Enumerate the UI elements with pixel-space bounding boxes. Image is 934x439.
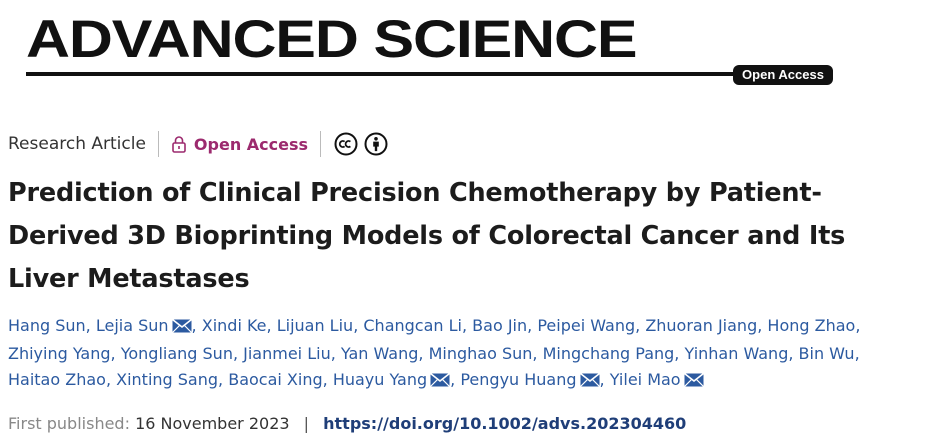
- author-name-link[interactable]: Haitao Zhao: [8, 370, 106, 389]
- author-item: Jianmei Liu,: [243, 344, 336, 363]
- author-item: Baocai Xing,: [228, 370, 328, 389]
- author-separator: ,: [330, 344, 336, 363]
- mail-icon[interactable]: [430, 369, 451, 395]
- author-separator: ,: [450, 370, 456, 389]
- author-separator: ,: [322, 370, 328, 389]
- author-item: Zhuoran Jiang,: [645, 316, 762, 335]
- author-separator: ,: [855, 316, 861, 335]
- author-separator: ,: [353, 316, 359, 335]
- author-name-link[interactable]: Hang Sun: [8, 316, 86, 335]
- author-name-link[interactable]: Bin Wu: [798, 344, 855, 363]
- author-separator: ,: [635, 316, 641, 335]
- author-separator: ,: [110, 344, 116, 363]
- author-separator: ,: [266, 316, 272, 335]
- author-name-link[interactable]: Lijuan Liu: [276, 316, 354, 335]
- author-list: Hang Sun, Lejia Sun, Xindi Ke, Lijuan Li…: [8, 313, 928, 395]
- author-name-link[interactable]: Zhuoran Jiang: [645, 316, 758, 335]
- first-published-label: First published:: [8, 414, 130, 433]
- publication-separator: |: [303, 414, 310, 433]
- author-name-link[interactable]: Jianmei Liu: [243, 344, 331, 363]
- author-separator: ,: [532, 344, 538, 363]
- author-separator: ,: [599, 370, 605, 389]
- author-name-link[interactable]: Yan Wang: [340, 344, 419, 363]
- author-separator: ,: [788, 344, 794, 363]
- doi-link[interactable]: https://doi.org/10.1002/advs.202304460: [323, 414, 687, 433]
- author-name-link[interactable]: Lejia Sun: [95, 316, 169, 335]
- author-name-link[interactable]: Huayu Yang: [332, 370, 428, 389]
- license-icons[interactable]: [334, 132, 388, 156]
- author-item: Xindi Ke,: [202, 316, 272, 335]
- author-name-link[interactable]: Minghao Sun: [428, 344, 533, 363]
- author-item: Peipei Wang,: [537, 316, 640, 335]
- author-separator: ,: [418, 344, 424, 363]
- author-separator: ,: [461, 316, 468, 335]
- publication-date: 16 November 2023: [135, 414, 290, 433]
- author-separator: ,: [105, 370, 112, 389]
- author-separator: ,: [854, 344, 860, 363]
- author-name-link[interactable]: Changcan Li: [363, 316, 462, 335]
- article-type: Research Article: [8, 134, 146, 154]
- author-item: Yinhan Wang,: [684, 344, 793, 363]
- mail-icon[interactable]: [171, 315, 192, 341]
- mail-icon[interactable]: [579, 369, 600, 395]
- author-item: Bin Wu,: [799, 344, 860, 363]
- author-item: Hong Zhao,: [767, 316, 860, 335]
- author-name-link[interactable]: Yinhan Wang: [684, 344, 789, 363]
- open-access-badge: Open Access: [733, 65, 833, 85]
- meta-divider: [320, 131, 322, 157]
- article-title: Prediction of Clinical Precision Chemoth…: [8, 178, 846, 294]
- author-name-link[interactable]: Yongliang Sun: [120, 344, 233, 363]
- author-separator: ,: [757, 316, 763, 335]
- journal-title[interactable]: ADVANCED SCIENCE: [26, 10, 638, 69]
- mail-icon[interactable]: [683, 369, 704, 395]
- author-name-link[interactable]: Mingchang Pang: [542, 344, 675, 363]
- author-item: Lijuan Liu,: [277, 316, 359, 335]
- author-name-link[interactable]: Baocai Xing: [228, 370, 323, 389]
- author-separator: ,: [232, 344, 239, 363]
- author-separator: ,: [191, 316, 197, 335]
- author-name-link[interactable]: Xindi Ke: [201, 316, 267, 335]
- author-item: Bao Jin,: [472, 316, 532, 335]
- author-item: Changcan Li,: [363, 316, 467, 335]
- author-separator: ,: [527, 316, 533, 335]
- author-item: Mingchang Pang,: [543, 344, 680, 363]
- author-item: Hang Sun,: [8, 316, 91, 335]
- author-name-link[interactable]: Zhiying Yang: [8, 344, 111, 363]
- author-separator: ,: [218, 370, 224, 389]
- masthead-rule: [26, 72, 746, 76]
- author-item: Yongliang Sun,: [121, 344, 238, 363]
- author-name-link[interactable]: Yilei Mao: [609, 370, 681, 389]
- publication-info: First published: 16 November 2023 | http…: [8, 412, 686, 436]
- author-name-link[interactable]: Xinting Sang: [116, 370, 219, 389]
- meta-divider: [157, 131, 159, 157]
- author-item: Yilei Mao: [610, 370, 704, 389]
- author-name-link[interactable]: Bao Jin: [472, 316, 528, 335]
- author-item: Huayu Yang,: [333, 370, 455, 389]
- author-item: Lejia Sun,: [96, 316, 197, 335]
- by-icon: [364, 132, 388, 156]
- article-meta-row: Research Article Open Access: [8, 128, 388, 160]
- author-name-link[interactable]: Peipei Wang: [537, 316, 636, 335]
- author-separator: ,: [674, 344, 680, 363]
- open-access-label[interactable]: Open Access: [193, 134, 309, 154]
- author-separator: ,: [85, 316, 91, 335]
- author-item: Xinting Sang,: [116, 370, 223, 389]
- author-name-link[interactable]: Pengyu Huang: [460, 370, 577, 389]
- author-item: Zhiying Yang,: [8, 344, 116, 363]
- journal-masthead: ADVANCED SCIENCE Open Access: [0, 0, 934, 100]
- author-item: Yan Wang,: [341, 344, 424, 363]
- author-item: Haitao Zhao,: [8, 370, 111, 389]
- author-item: Pengyu Huang,: [460, 370, 604, 389]
- cc-icon: [334, 132, 358, 156]
- lock-icon: [172, 135, 186, 153]
- author-item: Minghao Sun,: [429, 344, 538, 363]
- author-name-link[interactable]: Hong Zhao: [767, 316, 856, 335]
